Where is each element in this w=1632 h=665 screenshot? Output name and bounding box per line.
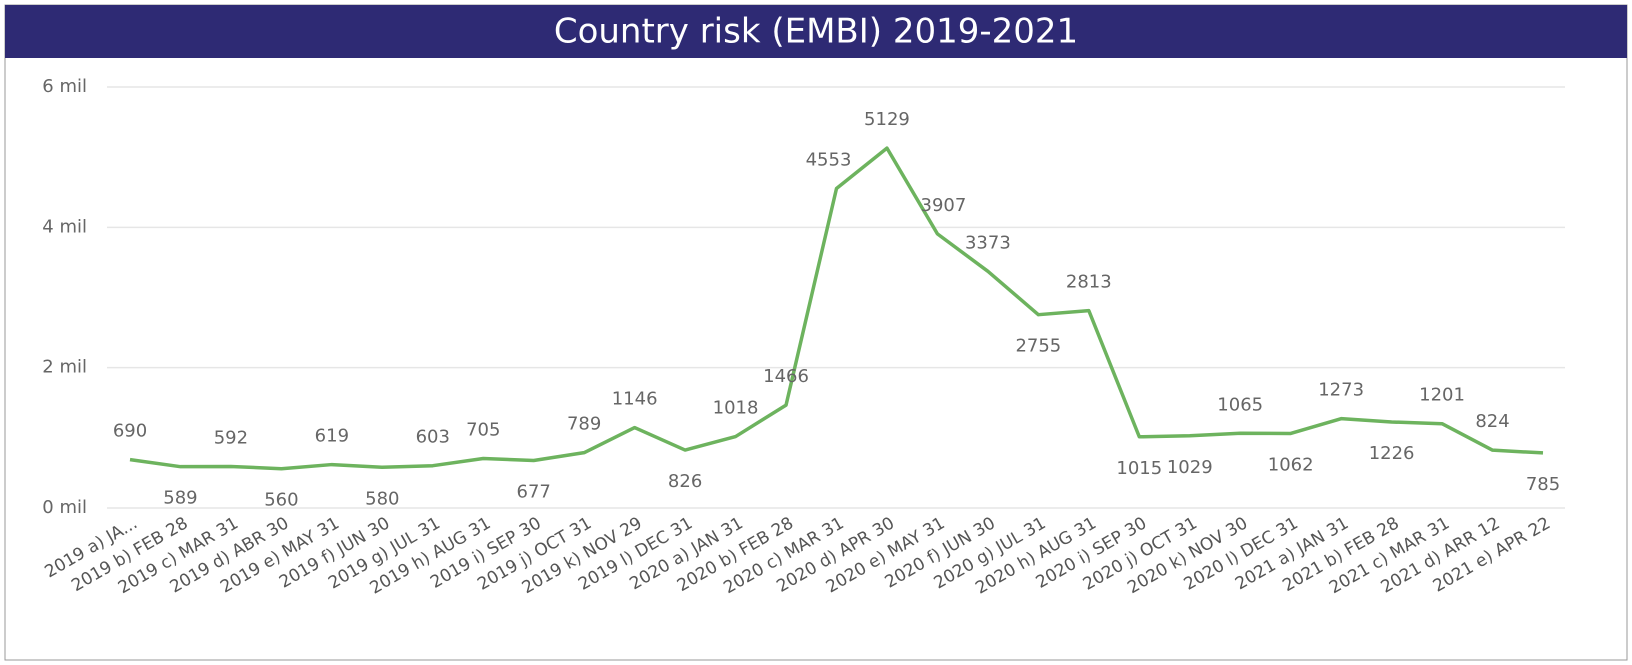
value-label: 580 xyxy=(365,488,399,509)
value-label: 1466 xyxy=(763,366,809,387)
value-label: 1015 xyxy=(1116,458,1162,479)
value-label: 3373 xyxy=(965,232,1011,253)
value-label: 619 xyxy=(315,426,349,447)
value-label: 1273 xyxy=(1318,380,1364,401)
value-label: 785 xyxy=(1526,474,1560,495)
y-tick-label: 4 mil xyxy=(42,216,87,237)
value-label: 824 xyxy=(1475,411,1509,432)
value-label: 677 xyxy=(517,481,551,502)
value-label: 592 xyxy=(214,427,248,448)
value-label: 2755 xyxy=(1015,336,1061,357)
frame xyxy=(4,4,1628,661)
value-label: 789 xyxy=(567,414,601,435)
chart-title: Country risk (EMBI) 2019-2021 xyxy=(554,12,1078,52)
y-tick-label: 0 mil xyxy=(42,497,87,518)
value-label: 1226 xyxy=(1369,443,1415,464)
value-label: 1062 xyxy=(1268,454,1314,475)
value-label: 3907 xyxy=(921,195,967,216)
value-label: 1018 xyxy=(713,398,759,419)
value-label: 560 xyxy=(264,490,298,511)
value-label: 1065 xyxy=(1217,394,1263,415)
title-bar xyxy=(5,5,1627,58)
value-label: 5129 xyxy=(864,109,910,130)
value-label: 2813 xyxy=(1066,272,1112,293)
value-label: 1201 xyxy=(1419,385,1465,406)
value-label: 603 xyxy=(416,427,450,448)
value-label: 589 xyxy=(163,488,197,509)
value-label: 4553 xyxy=(806,150,852,171)
value-label: 705 xyxy=(466,420,500,441)
y-tick-label: 6 mil xyxy=(42,76,87,97)
line xyxy=(129,146,1544,471)
y-tick-label: 2 mil xyxy=(42,357,87,378)
value-label: 1029 xyxy=(1167,457,1213,478)
value-label: 1146 xyxy=(612,389,658,410)
value-label: 826 xyxy=(668,471,702,492)
value-label: 690 xyxy=(113,421,147,442)
